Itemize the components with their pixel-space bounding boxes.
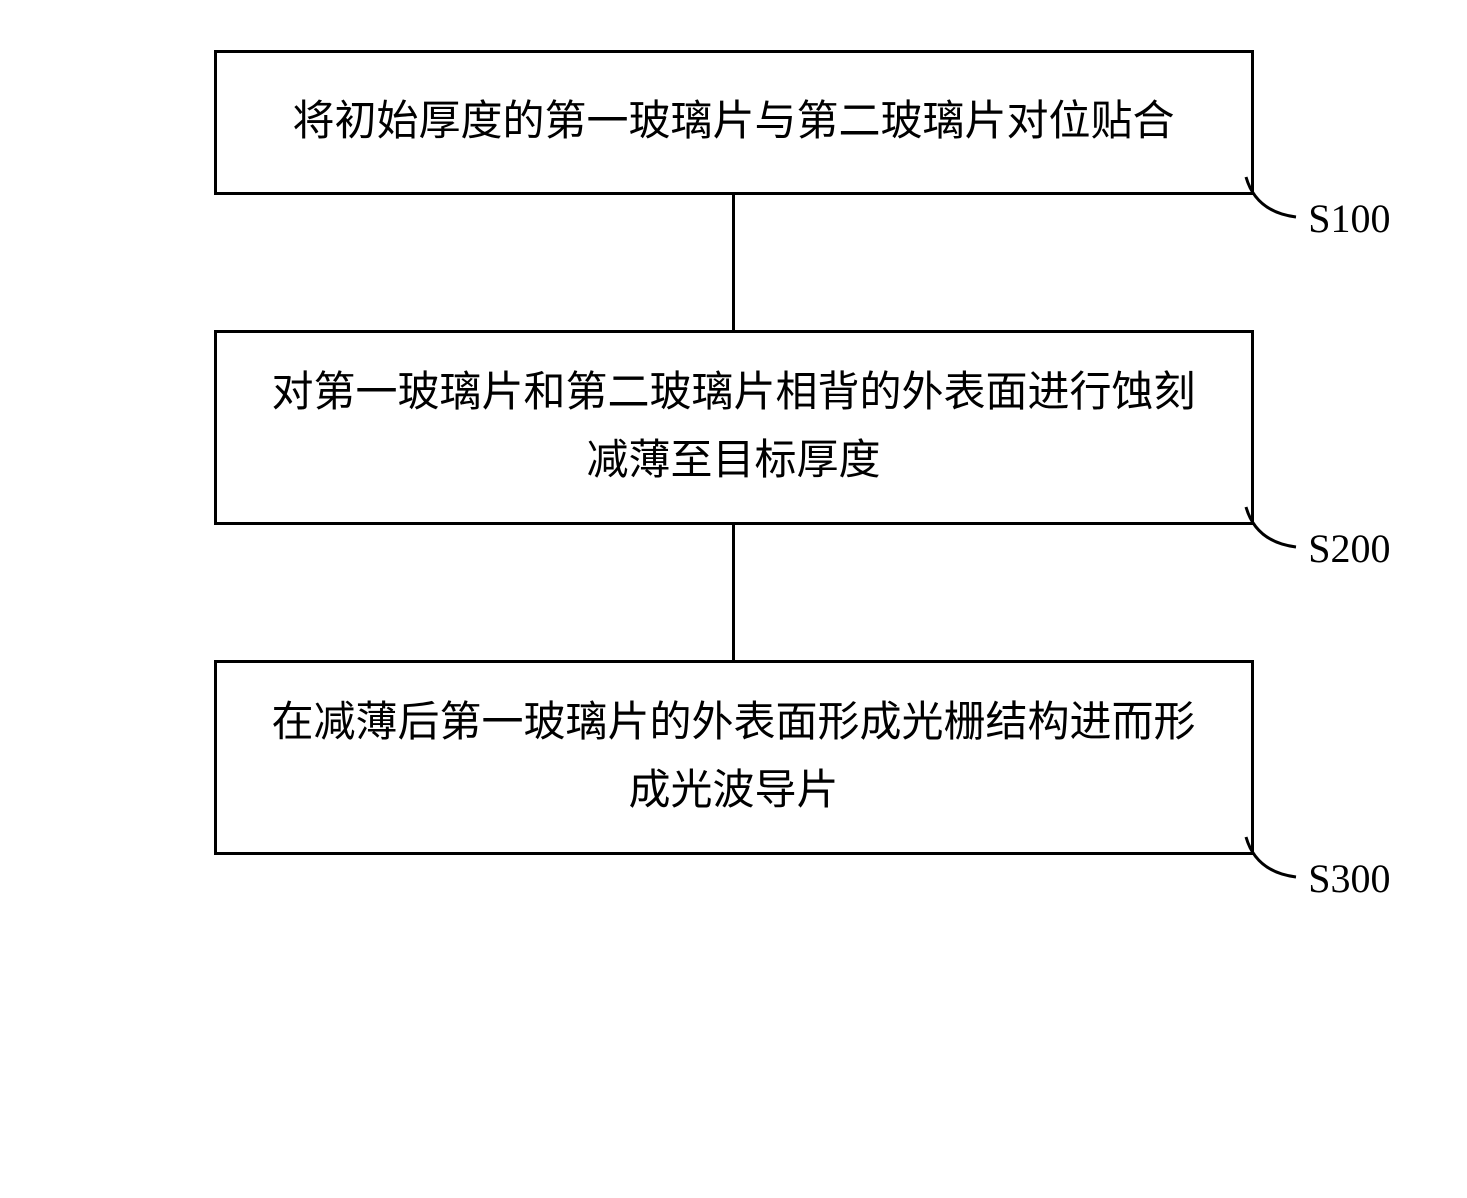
flow-step-1: 将初始厚度的第一玻璃片与第二玻璃片对位贴合 S100 bbox=[214, 50, 1254, 195]
step-3-text: 在减薄后第一玻璃片的外表面形成光栅结构进而形成光波导片 bbox=[257, 690, 1211, 824]
step-1-label: S100 bbox=[1308, 195, 1390, 242]
label-connector-curve-3 bbox=[1241, 832, 1301, 882]
step-1-text: 将初始厚度的第一玻璃片与第二玻璃片对位贴合 bbox=[292, 89, 1174, 156]
label-connector-curve-2 bbox=[1241, 502, 1301, 552]
flow-step-2: 对第一玻璃片和第二玻璃片相背的外表面进行蚀刻减薄至目标厚度 S200 bbox=[214, 330, 1254, 525]
step-2-label: S200 bbox=[1308, 525, 1390, 572]
connector-1-2 bbox=[732, 195, 735, 330]
flow-step-3: 在减薄后第一玻璃片的外表面形成光栅结构进而形成光波导片 S300 bbox=[214, 660, 1254, 855]
connector-2-3 bbox=[732, 525, 735, 660]
flowchart-container: 将初始厚度的第一玻璃片与第二玻璃片对位贴合 S100 对第一玻璃片和第二玻璃片相… bbox=[0, 0, 1467, 1198]
step-2-text: 对第一玻璃片和第二玻璃片相背的外表面进行蚀刻减薄至目标厚度 bbox=[257, 360, 1211, 494]
step-3-label: S300 bbox=[1308, 855, 1390, 902]
label-connector-curve-1 bbox=[1241, 172, 1301, 222]
